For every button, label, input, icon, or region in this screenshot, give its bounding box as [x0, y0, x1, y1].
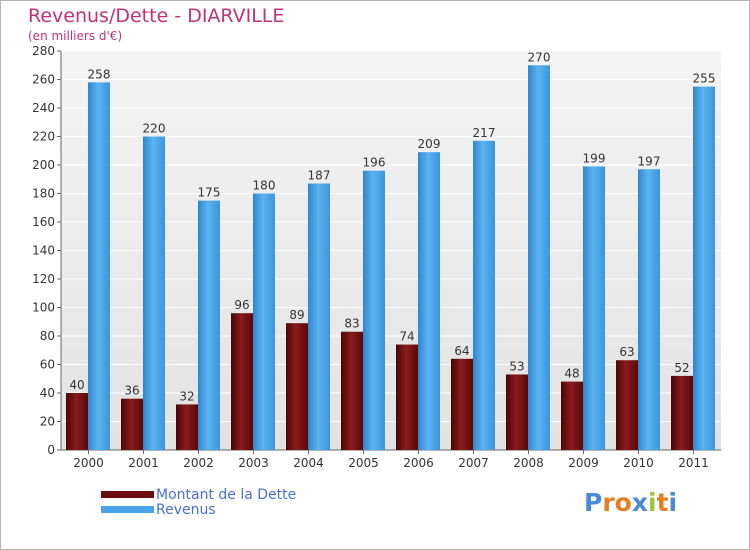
data-label-revenue-2010: 197 [638, 154, 661, 168]
y-tick-label-80: 80 [40, 329, 55, 343]
y-tick-label-120: 120 [32, 272, 55, 286]
bar-debt-2007 [451, 358, 473, 450]
bar-revenue-2001 [143, 136, 165, 450]
logo-letter-4: i [648, 488, 657, 517]
bar-debt-2006 [396, 344, 418, 450]
logo-letter-1: r [602, 488, 615, 517]
y-tick-label-160: 160 [32, 215, 55, 229]
legend: Montant de la Dette Revenus [101, 486, 297, 518]
y-tick-label-200: 200 [32, 158, 55, 172]
data-label-revenue-2007: 217 [473, 126, 496, 140]
y-tick-label-180: 180 [32, 187, 55, 201]
bar-revenue-2011 [693, 86, 715, 450]
legend-swatch-revenue [101, 506, 154, 513]
bar-debt-2002 [176, 404, 198, 450]
bar-revenue-2000 [88, 82, 110, 450]
bar-debt-2003 [231, 313, 253, 450]
x-tick-label-2001: 2001 [128, 456, 159, 470]
data-label-revenue-2009: 199 [583, 151, 606, 165]
y-tick-label-220: 220 [32, 130, 55, 144]
logo-letter-3: x [631, 488, 648, 517]
bar-revenue-2010 [638, 169, 660, 450]
logo-letter-0: P [584, 488, 603, 517]
x-tick-label-2011: 2011 [678, 456, 709, 470]
bar-debt-2001 [121, 398, 143, 450]
legend-label-debt: Montant de la Dette [156, 486, 297, 503]
data-label-revenue-2008: 270 [528, 50, 551, 64]
y-tick-label-100: 100 [32, 301, 55, 315]
data-label-revenue-2006: 209 [418, 137, 441, 151]
chart-title: Revenus/Dette - DIARVILLE [28, 5, 285, 27]
y-tick-label-140: 140 [32, 244, 55, 258]
data-label-revenue-2001: 220 [143, 122, 166, 136]
x-tick-label-2005: 2005 [348, 456, 379, 470]
bar-debt-2004 [286, 323, 308, 450]
data-label-debt-2002: 32 [179, 389, 194, 403]
bar-revenue-2007 [473, 140, 495, 450]
y-tick-label-60: 60 [40, 358, 55, 372]
data-label-revenue-2005: 196 [363, 156, 386, 170]
bar-debt-2011 [671, 375, 693, 450]
proxiti-logo: Proxiti [584, 488, 677, 517]
bar-revenue-2003 [253, 193, 275, 450]
x-tick-label-2009: 2009 [568, 456, 599, 470]
x-tick-label-2006: 2006 [403, 456, 434, 470]
x-tick-label-2007: 2007 [458, 456, 489, 470]
y-tick-label-260: 260 [32, 73, 55, 87]
data-label-revenue-2011: 255 [693, 72, 716, 86]
x-tick-label-2004: 2004 [293, 456, 324, 470]
logo-letter-5: t [656, 488, 669, 517]
data-label-debt-2005: 83 [344, 317, 359, 331]
x-tick-label-2003: 2003 [238, 456, 269, 470]
bar-debt-2009 [561, 381, 583, 450]
y-tick-label-280: 280 [32, 44, 55, 58]
chart-subtitle: (en milliers d'€) [28, 29, 123, 43]
data-label-debt-2006: 74 [399, 330, 414, 344]
data-label-debt-2008: 53 [509, 359, 524, 373]
legend-item-revenue: Revenus [101, 501, 296, 518]
y-tick-label-40: 40 [40, 386, 55, 400]
bar-revenue-2005 [363, 170, 385, 450]
data-label-debt-2003: 96 [234, 298, 249, 312]
data-label-revenue-2004: 187 [308, 169, 331, 183]
data-label-revenue-2003: 180 [253, 179, 276, 193]
data-label-revenue-2002: 175 [198, 186, 221, 200]
x-tick-label-2000: 2000 [73, 456, 104, 470]
bar-debt-2008 [506, 374, 528, 450]
legend-label-revenue: Revenus [156, 501, 216, 518]
bar-revenue-2004 [308, 183, 330, 450]
bar-revenue-2006 [418, 152, 440, 451]
x-tick-label-2002: 2002 [183, 456, 214, 470]
legend-item-debt: Montant de la Dette [101, 486, 297, 503]
x-tick-label-2010: 2010 [623, 456, 654, 470]
data-label-debt-2010: 63 [619, 345, 634, 359]
data-label-debt-2011: 52 [674, 361, 689, 375]
data-label-debt-2001: 36 [124, 384, 139, 398]
y-tick-label-240: 240 [32, 101, 55, 115]
bar-debt-2005 [341, 331, 363, 450]
legend-swatch-debt [101, 491, 154, 498]
bar-revenue-2008 [528, 65, 550, 450]
data-label-debt-2009: 48 [564, 367, 579, 381]
bar-revenue-2009 [583, 166, 605, 451]
data-label-debt-2004: 89 [289, 308, 304, 322]
data-label-revenue-2000: 258 [88, 67, 111, 81]
bar-revenue-2002 [198, 200, 220, 450]
bar-debt-2000 [66, 393, 88, 450]
bar-debt-2010 [616, 360, 638, 450]
data-label-debt-2007: 64 [454, 344, 469, 358]
x-tick-label-2008: 2008 [513, 456, 544, 470]
y-tick-label-0: 0 [47, 443, 55, 457]
data-label-debt-2000: 40 [69, 378, 84, 392]
y-tick-label-20: 20 [40, 415, 55, 429]
logo-letter-2: o [614, 488, 632, 517]
logo-letter-6: i [668, 488, 678, 517]
